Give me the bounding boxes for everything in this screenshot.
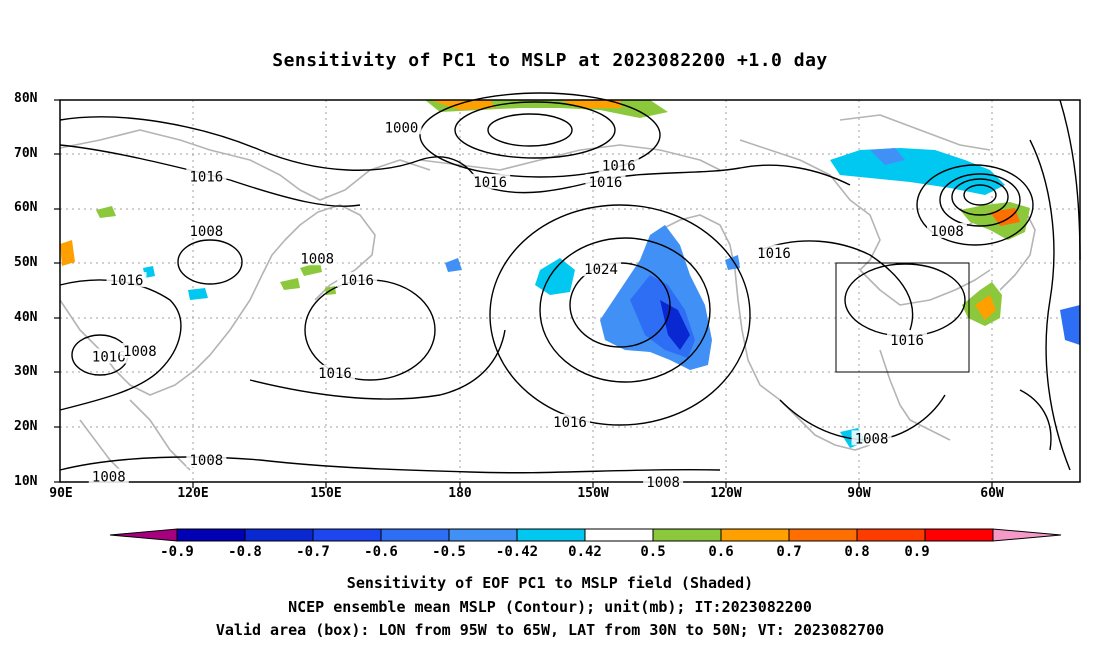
contour-label-bg xyxy=(887,332,928,348)
contour-label: 1008 xyxy=(189,453,223,469)
lat-label-60n: 60N xyxy=(14,200,38,215)
colorbar-segment xyxy=(788,528,858,542)
colorbar-segment xyxy=(516,528,586,542)
contour-label: 1000 xyxy=(385,120,419,136)
colorbar-segment xyxy=(380,528,450,542)
colorbar-label: -0.42 xyxy=(495,544,539,560)
caption-line-1: Sensitivity of EOF PC1 to MSLP field (Sh… xyxy=(346,574,754,592)
colorbar-segment xyxy=(924,528,994,542)
colorbar-segment xyxy=(176,528,246,542)
lon-label-60w: 60W xyxy=(980,486,1004,501)
contour-label-bg xyxy=(186,168,227,184)
colorbar-label: -0.6 xyxy=(364,544,398,560)
colorbar-segment xyxy=(312,528,382,542)
contour-label: 1016 xyxy=(553,415,587,431)
lat-label-10n: 10N xyxy=(14,474,38,489)
contour-label: 1008 xyxy=(646,475,680,491)
contour-label-bg xyxy=(754,244,794,260)
caption-line-3: Valid area (box): LON from 95W to 65W, L… xyxy=(215,621,885,639)
caption-line-2: NCEP ensemble mean MSLP (Contour); unit(… xyxy=(288,598,812,616)
axis-ticks xyxy=(54,99,993,488)
lat-label-70n: 70N xyxy=(14,146,38,161)
contour-label: 1024 xyxy=(584,262,618,278)
map-title: Sensitivity of PC1 to MSLP at 2023082200… xyxy=(272,50,828,71)
contour-label: 1016 xyxy=(602,158,636,174)
colorbar-label: -0.8 xyxy=(228,544,262,560)
colorbar-segment xyxy=(720,528,790,542)
valid-area-box xyxy=(835,262,970,373)
contour-label: 1016 xyxy=(890,333,924,349)
lat-label-30n: 30N xyxy=(14,364,38,379)
lon-label-90w: 90W xyxy=(847,486,871,501)
contour-label-bg xyxy=(106,272,147,288)
contour-label-bg xyxy=(119,343,160,359)
colorbar-arrow-low xyxy=(109,528,178,542)
sensitivity-shading xyxy=(60,100,1080,448)
contour-label: 1016 xyxy=(92,349,126,365)
lon-label-150w: 150W xyxy=(577,486,609,501)
contour-label-bg xyxy=(381,119,422,135)
contour-label-bg xyxy=(598,157,639,173)
contour-label-bg xyxy=(186,452,227,468)
lon-label-120w: 120W xyxy=(710,486,742,501)
colorbar-label: 0.7 xyxy=(776,544,802,560)
colorbar-label: 0.6 xyxy=(708,544,734,560)
contour-label-bg xyxy=(337,272,378,288)
colorbar-segment xyxy=(652,528,722,542)
contour-label: 1016 xyxy=(189,169,223,185)
contour-label-bg xyxy=(186,222,227,238)
lon-label-150e: 150E xyxy=(310,486,342,501)
colorbar-segment xyxy=(448,528,518,542)
colorbar-label: -0.5 xyxy=(432,544,466,560)
contour-label-bg xyxy=(88,348,129,364)
contour-label-bg xyxy=(851,430,892,446)
contour-label-bg xyxy=(550,413,590,429)
lat-label-50n: 50N xyxy=(14,255,38,270)
contour-label-bg xyxy=(88,468,129,484)
contour-label-bg xyxy=(470,173,511,189)
colorbar xyxy=(109,528,1062,542)
colorbar-label: 0.9 xyxy=(904,544,930,560)
lon-label-180: 180 xyxy=(448,486,472,501)
colorbar-segment xyxy=(856,528,926,542)
lon-label-90e: 90E xyxy=(49,486,73,501)
contour-label: 1016 xyxy=(340,273,374,289)
colorbar-label: -0.9 xyxy=(160,544,194,560)
contour-label-bg xyxy=(581,261,622,277)
contour-label: 1008 xyxy=(189,224,223,240)
colorbar-arrow-high xyxy=(992,528,1062,542)
contour-label: 1016 xyxy=(473,175,507,191)
map-frame xyxy=(59,99,1081,483)
contour-label: 1016 xyxy=(318,366,352,382)
contour-label: 1016 xyxy=(757,246,791,262)
colorbar-label: 0.8 xyxy=(844,544,870,560)
colorbar-segment xyxy=(584,528,654,542)
lat-label-40n: 40N xyxy=(14,310,38,325)
contour-label: 1008 xyxy=(300,251,334,267)
mslp-contours xyxy=(59,92,1081,474)
contour-label-bg xyxy=(643,474,684,489)
contour-label: 1008 xyxy=(123,344,157,360)
contour-label: 1016 xyxy=(110,273,144,289)
colorbar-label: 0.5 xyxy=(640,544,666,560)
contour-label-bg xyxy=(585,173,626,189)
contour-label: 1008 xyxy=(855,431,889,447)
contour-label-bg xyxy=(314,364,355,380)
contour-label: 1016 xyxy=(589,175,623,191)
colorbar-label: -0.7 xyxy=(296,544,330,560)
contour-label-bg xyxy=(926,222,967,238)
contour-label: 1008 xyxy=(930,224,964,240)
colorbar-label: 0.42 xyxy=(568,544,602,560)
contour-label: 1008 xyxy=(92,470,126,486)
lon-label-120e: 120E xyxy=(177,486,209,501)
contour-label-bg xyxy=(297,250,338,266)
colorbar-segment xyxy=(244,528,314,542)
lat-label-80n: 80N xyxy=(14,91,38,106)
lat-label-20n: 20N xyxy=(14,419,38,434)
